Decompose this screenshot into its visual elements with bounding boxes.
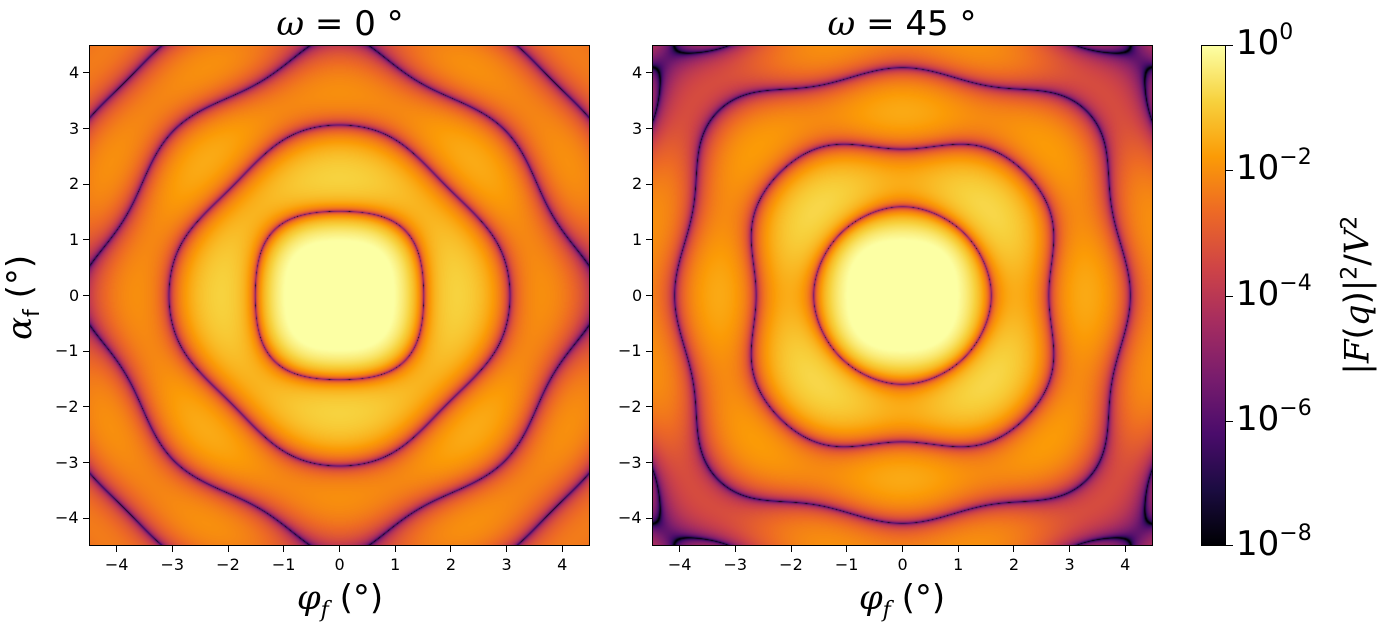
panel-2-ytick-label: −2 [618, 396, 642, 416]
panel-2-ytick-label: −4 [618, 508, 642, 528]
panel-2-xtick-label: −3 [723, 555, 748, 574]
colorbar-tick-mark [1226, 45, 1233, 46]
panel-1-ytick-mark [83, 350, 89, 352]
panel-1-ytick-label: 4 [69, 62, 80, 82]
panel-2-ytick-mark [646, 350, 652, 352]
panel-1-ytick-mark [83, 239, 89, 241]
colorbar [1201, 45, 1226, 546]
panel-1-ytick-mark [83, 517, 89, 519]
panel-2-xtick-mark [1069, 546, 1070, 552]
colorbar-tick-label: 100 [1236, 20, 1294, 63]
colorbar-tick-label: 10−2 [1236, 145, 1312, 189]
panel-2-x-axis-label: φf (°) [858, 578, 946, 623]
panel-1-xtick-mark [116, 546, 118, 552]
panel-1-ytick-label: −3 [55, 452, 79, 472]
panel-1-heatmap-image [90, 46, 589, 545]
panel-1-xtick-mark [450, 546, 452, 552]
panel-1-xtick-mark [394, 546, 396, 552]
panel-2-xtick-mark [846, 546, 848, 552]
panel-2-ytick-mark [646, 295, 652, 296]
panel-2-xtick-label: 2 [1008, 555, 1020, 574]
panel-2-ytick-label: 2 [632, 174, 643, 194]
panel-2-xtick-label: 1 [953, 555, 964, 574]
panel-2-ytick-mark [646, 406, 652, 408]
panel-2-xtick-label: 4 [1120, 555, 1131, 574]
panel-2-heatmap [652, 45, 1153, 546]
panel-1-ytick-label: −2 [55, 396, 79, 416]
panel-2-ytick-label: 0 [632, 285, 643, 305]
panel-1-ytick-label: 2 [69, 174, 80, 194]
panel-1-xtick-label: 1 [390, 555, 401, 574]
panel-1-xtick-mark [172, 546, 173, 552]
panel-2-ytick-label: 4 [632, 62, 643, 82]
panel-1-xtick-mark [283, 546, 285, 552]
panel-2-xtick-mark [735, 546, 736, 552]
panel-1-xtick-label: −1 [271, 555, 296, 574]
panel-2-heatmap-image [653, 46, 1152, 545]
panel-2-ytick-label: 1 [632, 229, 643, 249]
panel-1-ytick-label: −4 [55, 508, 79, 528]
panel-2-xtick-mark [679, 546, 681, 552]
panel-1-xtick-mark [561, 546, 563, 552]
panel-1-xtick-mark [227, 546, 229, 552]
panel-2-title: ω = 45 ° [827, 4, 977, 44]
panel-2-xtick-mark [957, 546, 959, 552]
panel-2-xtick-label: −4 [667, 555, 692, 574]
panel-2-ytick-mark [646, 462, 652, 463]
panel-1-xtick-label: 0 [334, 555, 345, 574]
panel-2-xtick-label: −1 [834, 555, 859, 574]
colorbar-tick-label: 10−8 [1236, 521, 1312, 564]
panel-2-xtick-label: 3 [1064, 555, 1075, 574]
panel-2-xtick-label: −2 [779, 555, 803, 574]
panel-2-ytick-mark [646, 72, 652, 74]
panel-1-ytick-label: 3 [69, 118, 80, 138]
panel-2-xtick-mark [902, 546, 903, 552]
panel-2-ytick-mark [646, 183, 652, 185]
panel-2-ytick-label: −1 [618, 341, 642, 361]
panel-2-xtick-mark [1013, 546, 1015, 552]
panel-2-ytick-mark [646, 239, 652, 241]
panel-1-title: ω = 0 ° [276, 4, 404, 44]
panel-1-xtick-label: −2 [216, 555, 240, 574]
colorbar-tick-label: 10−4 [1236, 270, 1312, 314]
panel-1-ytick-label: 1 [69, 229, 80, 249]
panel-1-xtick-label: 4 [557, 555, 568, 574]
panel-2-xtick-mark [790, 546, 792, 552]
panel-1-xtick-mark [339, 546, 340, 552]
panel-1-ytick-label: −1 [55, 341, 79, 361]
panel-1-xtick-label: −4 [104, 555, 129, 574]
colorbar-label: |F(q)|2/V2 [1337, 215, 1378, 375]
colorbar-tick-label: 10−6 [1236, 395, 1312, 439]
panel-1-ytick-mark [83, 406, 89, 408]
panel-1-ytick-mark [83, 183, 89, 185]
panel-2-ytick-mark [646, 128, 652, 129]
panel-1-xtick-label: 3 [501, 555, 512, 574]
panel-1-y-axis-label: αf (°) [0, 254, 45, 340]
panel-1-xtick-mark [506, 546, 507, 552]
panel-2-ytick-label: 3 [632, 118, 643, 138]
colorbar-tick-mark [1226, 420, 1233, 422]
panel-1-xtick-label: 2 [445, 555, 457, 574]
colorbar-tick-mark [1226, 545, 1233, 546]
panel-1-xtick-label: −3 [160, 555, 185, 574]
panel-1-ytick-mark [83, 295, 89, 296]
panel-1-x-axis-label: φf (°) [296, 578, 384, 623]
panel-1-ytick-label: 0 [69, 285, 80, 305]
panel-2-xtick-label: 0 [897, 555, 908, 574]
panel-1-ytick-mark [83, 72, 89, 74]
panel-1-heatmap [89, 45, 590, 546]
panel-1-ytick-mark [83, 128, 89, 129]
panel-2-ytick-mark [646, 517, 652, 519]
panel-2-xtick-mark [1124, 546, 1126, 552]
colorbar-tick-mark [1226, 295, 1233, 297]
panel-2-ytick-label: −3 [618, 452, 642, 472]
panel-1-ytick-mark [83, 462, 89, 463]
colorbar-tick-mark [1226, 170, 1233, 172]
